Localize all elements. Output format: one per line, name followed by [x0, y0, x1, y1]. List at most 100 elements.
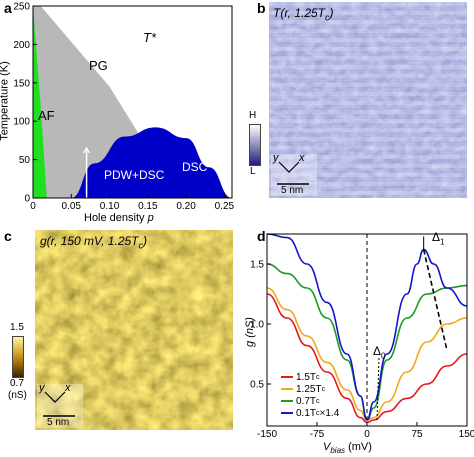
x-tick-label: 150 [459, 429, 474, 440]
x-tick-label: 0.20 [176, 201, 196, 212]
x-tick-label: -150 [257, 429, 277, 440]
x-tick-label: 0.25 [215, 201, 235, 212]
legend: 1.5T c 1.25T c 0.7T c 0.1T c ×1.4 [281, 371, 339, 419]
colorbar-c-low: 0.7 [10, 378, 24, 389]
legend-label: 0.1T [296, 407, 317, 419]
d-x-axis-label-sub: bias [330, 446, 346, 456]
panel-d-label: d [257, 228, 266, 244]
delta0-label: Δ0 [373, 344, 385, 360]
delta1-label: Δ1 [432, 230, 444, 246]
legend-swatch [281, 400, 293, 402]
map-b-title-end: ) [329, 6, 334, 20]
y-tick-label: 0.5 [250, 380, 264, 391]
x-tick-label: 0 [364, 429, 370, 440]
axis-x-c: x [65, 382, 71, 394]
panel-c-label: c [4, 228, 12, 244]
topograph-map: y x 5 nm [269, 2, 467, 198]
legend-item: 0.7T c [281, 395, 339, 407]
x-tick-label: -75 [310, 429, 325, 440]
legend-label-sub: c [321, 385, 326, 393]
colorbar-b-low: L [250, 166, 256, 177]
axis-x-b: x [299, 152, 305, 164]
x-axis-label-text: Hole density [84, 212, 148, 224]
x-tick-label: 75 [411, 429, 423, 440]
conductance-map: y x 5 nm [35, 230, 233, 430]
region-pg: PG [89, 58, 108, 73]
x-axis-label-var: p [147, 212, 154, 224]
axis-y-b: y [273, 152, 279, 164]
y-tick-label: 150 [13, 78, 30, 89]
conductance-spectra: -150 -75 0 75 150 0.5 1.0 1.5 [250, 233, 474, 440]
region-dsc: DSC [182, 160, 208, 174]
region-af: AF [38, 108, 55, 123]
x-tick-label: 0.15 [138, 201, 158, 212]
scale-label-b: 5 nm [281, 185, 304, 196]
region-tc: Tc [164, 113, 173, 126]
map-c-title-text: g(r, 150 mV, 1.25T [40, 234, 139, 248]
y-tick-label: 0 [24, 194, 30, 205]
x-axis-label: Hole density p [84, 212, 154, 224]
map-b-title: T(r, 1.25Tc) [273, 6, 334, 22]
region-tstar: T* [143, 30, 156, 45]
panel-a-label: a [4, 0, 12, 16]
spectrum-line [266, 233, 468, 421]
delta0-symbol: Δ [373, 344, 382, 358]
legend-swatch [281, 412, 293, 414]
colorbar-c-high: 1.5 [10, 322, 24, 333]
y-tick-label: 250 [13, 2, 30, 13]
panel-b: b y x 5 nm T(r, 1.25Tc) H L [237, 0, 474, 226]
scale-label-c: 5 nm [47, 417, 70, 428]
delta1-sub: 1 [440, 237, 445, 247]
axes-indicator-b [278, 161, 300, 173]
x-tick-label: 0.10 [100, 201, 120, 212]
legend-item: 1.25T c [281, 383, 339, 395]
axis-y-c: y [39, 382, 45, 394]
delta1-dashed-line [422, 249, 448, 351]
legend-label: 1.5T [296, 371, 317, 383]
y-tick-label: 200 [13, 40, 30, 51]
superconducting-dome [71, 127, 233, 198]
region-pdw-dsc: PDW+DSC [104, 168, 165, 182]
colorbar-c-unit: (nS) [8, 390, 27, 401]
map-b-title-sub: c [325, 12, 330, 23]
legend-label: 0.7T [296, 395, 317, 407]
d-x-axis-label-v: V [323, 441, 331, 453]
legend-label-sub: c [316, 409, 320, 417]
map-c-title: g(r, 150 mV, 1.25Tc) [40, 234, 147, 250]
pdw-marker-arrow [83, 146, 91, 154]
legend-swatch [281, 388, 293, 390]
plot-frame [32, 5, 233, 199]
colorbar-b [249, 124, 261, 166]
region-tc-T: T [164, 113, 170, 123]
map-b-title-text: T(r, 1.25T [273, 6, 326, 20]
y-tick-label: 1.5 [250, 260, 264, 271]
panel-a: a 0 0.05 0.10 0.15 0.20 0.25 0 50 100 150 200 250 T… [0, 0, 237, 226]
map-c-title-sub: c [138, 240, 144, 251]
region-tc-sub: c [169, 118, 174, 126]
y-tick-label: 1.0 [250, 320, 264, 331]
delta0-sub: 0 [381, 351, 386, 361]
axes-indicator-c [44, 391, 66, 403]
legend-label-sub: c [316, 373, 320, 381]
antiferromagnet-region [33, 6, 47, 198]
panel-d: d -150 -75 0 75 150 0.5 1.0 1.5 g (nS) Vbias (m… [237, 226, 474, 457]
colorbar-b-high: H [249, 110, 257, 121]
panel-b-label: b [257, 0, 266, 16]
colorbar-c [12, 336, 24, 378]
legend-swatch [281, 376, 293, 378]
d-y-axis-label: g (nS) [243, 317, 256, 347]
x-tick-label: 0 [30, 201, 36, 212]
d-x-axis-label-unit: (mV) [345, 441, 372, 453]
legend-label-tail: ×1.4 [319, 407, 340, 419]
legend-item: 0.1T c ×1.4 [281, 407, 339, 419]
map-c-title-end: ) [143, 234, 147, 248]
topograph-image [269, 2, 467, 198]
conductance-image [35, 230, 233, 430]
d-x-axis-label: Vbias (mV) [323, 441, 372, 455]
legend-label: 1.25T [296, 383, 322, 395]
delta1-symbol: Δ [432, 230, 441, 244]
y-tick-label: 50 [19, 155, 31, 166]
y-tick-label: 100 [13, 117, 30, 128]
x-tick-label: 0.05 [62, 201, 82, 212]
phase-diagram: 0 0.05 0.10 0.15 0.20 0.25 0 50 100 150 200 250 [13, 2, 235, 213]
